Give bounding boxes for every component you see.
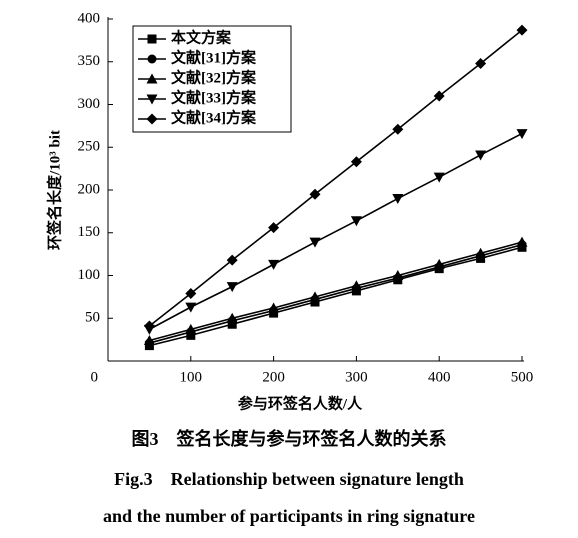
marker <box>309 237 321 248</box>
x-tick-label: 300 <box>345 369 368 385</box>
line <box>149 243 523 344</box>
x-tick-label: 200 <box>262 369 285 385</box>
y-tick-label: 300 <box>78 96 101 112</box>
marker <box>146 73 158 84</box>
marker <box>392 270 404 280</box>
marker <box>147 34 157 44</box>
marker <box>433 90 445 102</box>
marker <box>475 247 487 258</box>
legend-label: 本文方案 <box>171 28 232 46</box>
y-tick-label: 50 <box>85 310 100 326</box>
legend-label: 文献[34]方案 <box>171 108 257 126</box>
line <box>148 29 523 327</box>
marker <box>516 24 528 36</box>
line <box>149 246 523 347</box>
marker <box>392 123 404 135</box>
caption: 图3 签名长度与参与环签名人数的关系 <box>132 428 447 449</box>
marker <box>185 287 197 299</box>
y-tick-label: 250 <box>78 139 101 155</box>
marker <box>146 113 158 125</box>
marker <box>143 334 155 345</box>
legend-label: 文献[32]方案 <box>171 68 257 86</box>
marker <box>350 216 362 227</box>
y-tick-label: 0 <box>91 369 99 385</box>
x-tick-label: 100 <box>180 369 203 385</box>
y-tick-label: 350 <box>78 53 101 69</box>
marker <box>350 280 362 291</box>
marker <box>143 320 155 332</box>
marker <box>226 312 238 323</box>
marker <box>268 302 280 313</box>
marker <box>309 291 321 302</box>
x-tick-label: 500 <box>511 369 534 385</box>
marker <box>226 282 238 293</box>
caption: and the number of participants in ring s… <box>103 506 475 526</box>
marker <box>309 188 321 200</box>
marker <box>516 236 528 247</box>
marker <box>350 156 362 168</box>
marker <box>516 129 528 140</box>
caption: Fig.3 Relationship between signature len… <box>114 469 464 489</box>
y-tick-label: 400 <box>78 10 101 26</box>
marker <box>475 57 487 69</box>
marker <box>147 54 157 64</box>
y-axis-label: 环签名长度/10³ bit <box>45 130 63 250</box>
marker <box>268 259 280 270</box>
marker <box>185 302 197 313</box>
marker <box>226 254 238 266</box>
line <box>149 132 523 331</box>
marker <box>433 172 445 183</box>
marker <box>475 150 487 161</box>
marker <box>433 258 445 269</box>
line <box>149 241 523 342</box>
y-tick-label: 100 <box>78 267 101 283</box>
y-tick-label: 150 <box>78 224 101 240</box>
y-tick-label: 200 <box>78 181 101 197</box>
legend-label: 文献[33]方案 <box>171 88 257 106</box>
marker <box>392 194 404 205</box>
legend-label: 文献[31]方案 <box>171 48 257 66</box>
marker <box>268 222 280 234</box>
x-tick-label: 400 <box>428 369 451 385</box>
x-axis-label: 参与环签名人数/人 <box>238 394 363 412</box>
marker <box>185 323 197 334</box>
marker <box>146 94 158 105</box>
